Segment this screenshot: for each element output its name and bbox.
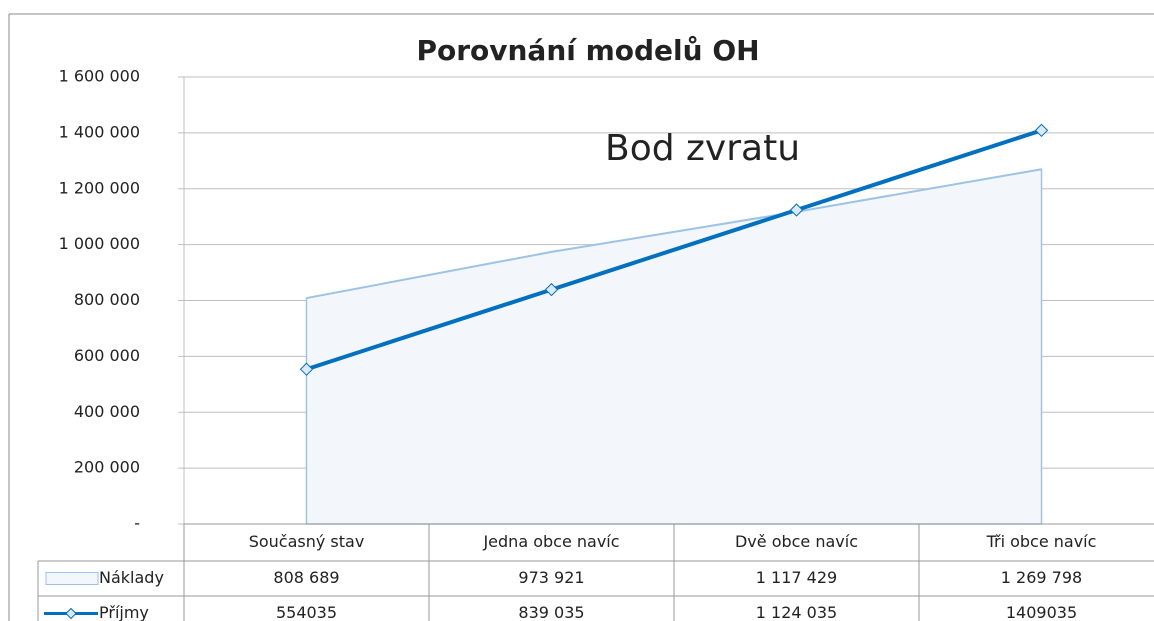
area-fill	[305, 168, 1043, 525]
table-value: 1 124 035	[756, 603, 837, 621]
annotation: Bod zvratu	[605, 128, 800, 169]
y-tick-label: 1 000 000	[59, 234, 140, 253]
marker	[544, 282, 559, 297]
y-tick-label: 200 000	[74, 458, 140, 477]
table-value: 1409035	[1006, 603, 1077, 621]
x-tick-label: Současný stav	[249, 532, 365, 551]
y-tick-label: 1 200 000	[59, 178, 140, 197]
legend-key	[45, 572, 99, 585]
legend-key	[65, 607, 77, 620]
area-top	[306, 168, 1042, 300]
table-value: 839 035	[518, 603, 584, 621]
table-value: 554035	[276, 603, 337, 621]
legend-label: Náklady	[99, 568, 164, 587]
marker	[299, 362, 314, 376]
table-value: 1 269 798	[1001, 568, 1082, 587]
line	[305, 128, 1043, 372]
y-tick-label: 800 000	[74, 290, 140, 309]
marker	[1034, 123, 1049, 138]
y-tick-label: 1 400 000	[59, 122, 140, 141]
chart-title: Porovnání modelů OH	[416, 34, 759, 67]
y-tick-label: -	[134, 514, 140, 533]
x-tick-label: Jedna obce navíc	[482, 532, 619, 551]
y-tick-label: 1 600 000	[59, 67, 140, 86]
x-tick-label: Dvě obce navíc	[735, 532, 858, 551]
y-tick-label: 400 000	[74, 402, 140, 421]
table-value: 1 117 429	[756, 568, 837, 587]
table-value: 808 689	[273, 568, 339, 587]
table-value: 973 921	[518, 568, 584, 587]
marker	[789, 203, 804, 217]
legend-label: Příjmy	[99, 603, 149, 621]
y-tick-label: 600 000	[74, 346, 140, 365]
x-tick-label: Tři obce navíc	[986, 532, 1097, 551]
